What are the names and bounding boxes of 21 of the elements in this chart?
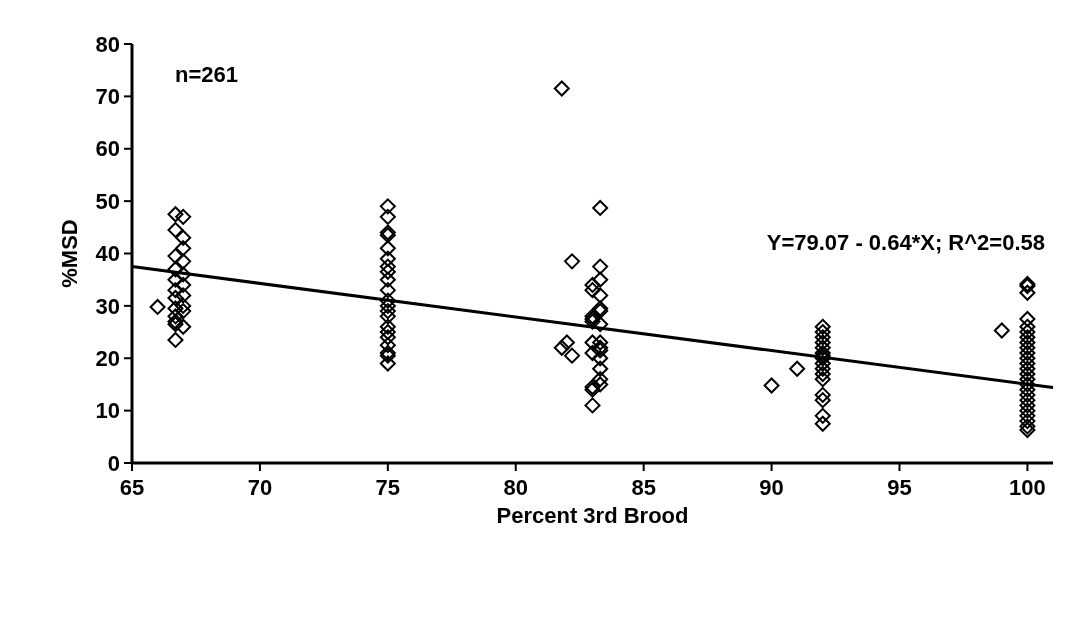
x-tick-label: 70 [247,475,273,500]
x-tick-label: 80 [503,475,528,500]
x-tick-label: 90 [759,475,784,500]
annotation: n=261 [175,62,238,87]
y-tick-label: 60 [95,136,120,162]
y-tick-label: 50 [95,188,120,214]
y-tick-label: 10 [95,398,120,424]
annotation: Y=79.07 - 0.64*X; R^2=0.58 [766,230,1045,255]
x-tick-label: 85 [631,475,656,500]
y-tick-label: 40 [95,241,120,267]
y-tick-label: 0 [107,450,120,476]
y-axis-title: %MSD [57,219,82,288]
x-tick-label: 100 [1009,475,1046,500]
y-tick-label: 80 [95,31,120,57]
x-tick-label: 65 [119,475,145,500]
y-tick-label: 20 [95,345,120,371]
x-axis-title: Percent 3rd Brood [496,503,689,528]
x-tick-label: 75 [375,475,401,500]
y-tick-label: 70 [95,84,120,110]
x-tick-label: 95 [887,475,912,500]
y-tick-label: 30 [95,293,120,319]
